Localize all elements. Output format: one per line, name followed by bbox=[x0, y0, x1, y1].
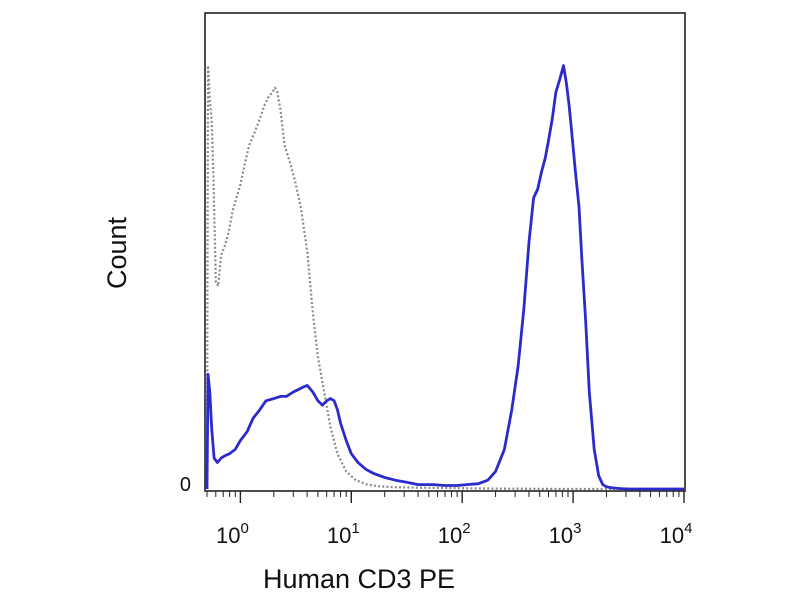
plot-frame bbox=[204, 12, 686, 492]
x-tick-label: 104 bbox=[660, 520, 693, 548]
series-line-2 bbox=[205, 64, 684, 491]
y-tick-label: 0 bbox=[180, 474, 191, 496]
series-line-1 bbox=[205, 64, 684, 491]
x-tick-label: 101 bbox=[327, 520, 360, 548]
x-axis-ticks: 100 101 102 103 104 bbox=[206, 491, 693, 548]
x-tick-label: 103 bbox=[549, 520, 582, 548]
y-axis-ticks: 0 bbox=[180, 474, 191, 496]
x-tick-label: 102 bbox=[438, 520, 471, 548]
series-layer bbox=[205, 64, 684, 491]
x-tick-label: 100 bbox=[216, 520, 249, 548]
x-axis-title: Human CD3 PE bbox=[263, 564, 455, 594]
y-axis-title: Count bbox=[102, 216, 132, 289]
